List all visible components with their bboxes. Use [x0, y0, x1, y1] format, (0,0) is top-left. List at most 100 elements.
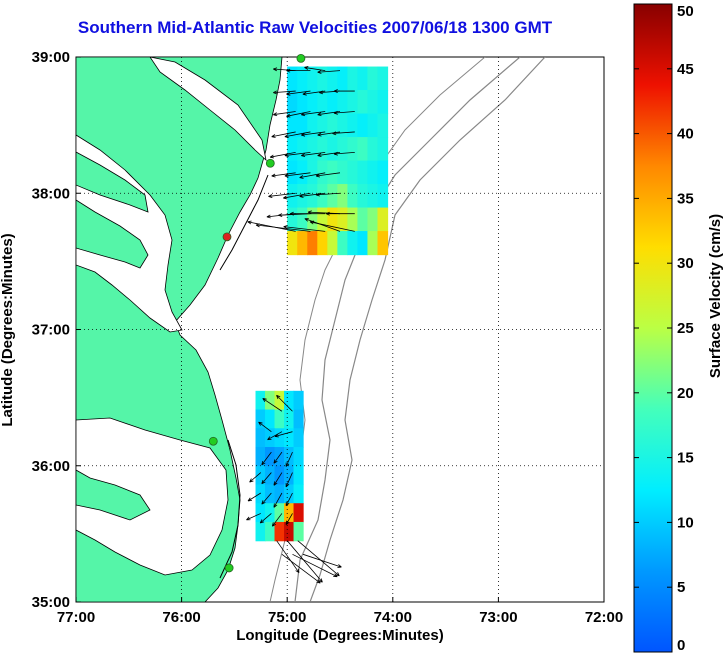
velocity-cell [337, 137, 348, 162]
velocity-cell [297, 113, 308, 138]
velocity-cell [255, 521, 266, 542]
velocity-cell [284, 390, 295, 411]
colorbar-tick-label: 20 [677, 385, 694, 402]
y-tick-label: 37:00 [32, 322, 70, 339]
velocity-cell [293, 484, 304, 504]
velocity-cell [284, 409, 295, 429]
velocity-cell [357, 137, 369, 162]
velocity-vector [332, 131, 355, 136]
velocity-vector [301, 131, 326, 137]
velocity-cell [317, 113, 328, 138]
velocity-vector [271, 513, 283, 527]
velocity-cell [317, 207, 328, 232]
velocity-cell [293, 465, 304, 486]
velocity-cell [367, 90, 379, 115]
velocity-vector [284, 151, 311, 158]
velocity-vector [304, 66, 326, 72]
station-marker [222, 232, 232, 242]
velocity-vector [286, 68, 311, 73]
colorbar-tick-label: 40 [677, 126, 694, 143]
velocity-vector [276, 540, 300, 574]
velocity-vector [289, 211, 326, 216]
velocity-vector [315, 172, 341, 178]
colorbar-tick-label: 50 [677, 3, 694, 20]
velocity-cell [327, 184, 338, 209]
velocity-vector [261, 472, 272, 485]
velocity-cell [265, 521, 276, 542]
colorbar-tick-label: 30 [677, 255, 694, 272]
velocity-cell [357, 90, 369, 115]
velocity-cell [255, 447, 266, 467]
velocity-cell [307, 160, 318, 185]
velocity-vector [246, 513, 261, 521]
bathymetry-contour [294, 57, 521, 602]
x-tick-label: 72:00 [585, 609, 623, 626]
velocity-cell [317, 231, 328, 256]
velocity-cell [274, 390, 285, 411]
velocity-cell [347, 137, 359, 162]
chart-title: Southern Mid-Atlantic Raw Velocities 200… [77, 18, 553, 37]
velocity-cell [284, 465, 295, 486]
colorbar-tick-label: 35 [677, 190, 694, 207]
velocity-cell [307, 66, 318, 91]
colorbar-ticks: 0 5 10 15 20 25 30 35 40 45 50 [634, 3, 694, 654]
velocity-cell [284, 447, 295, 467]
velocity-cell [377, 184, 389, 209]
velocity-vector [271, 172, 296, 178]
velocity-cell [255, 428, 266, 448]
y-tick-label: 35:00 [32, 594, 70, 611]
velocity-vector [284, 172, 311, 178]
velocity-cell [293, 447, 304, 467]
radar-stations [208, 53, 306, 573]
velocity-cell [265, 465, 276, 486]
x-tick-label: 74:00 [374, 609, 412, 626]
colorbar-tick-label: 5 [677, 579, 685, 596]
grid [76, 57, 604, 602]
velocity-vector [261, 492, 272, 505]
velocity-cell [293, 428, 304, 448]
velocity-vector [281, 553, 321, 584]
velocity-cell [337, 207, 348, 232]
velocity-field [255, 66, 389, 542]
velocity-cell [297, 90, 308, 115]
delaware-bay [149, 57, 267, 162]
velocity-cell [337, 231, 348, 256]
velocity-cell [327, 160, 338, 185]
velocity-cell [274, 465, 285, 486]
x-axis-label: Longitude (Degrees:Minutes) [236, 627, 444, 644]
velocity-cell [307, 137, 318, 162]
velocity-cell [327, 66, 338, 91]
velocity-cell [317, 66, 328, 91]
velocity-vector [301, 111, 326, 117]
velocity-vector [249, 472, 262, 483]
velocity-cell [357, 184, 369, 209]
velocity-cell [327, 90, 338, 115]
pamlico-sound [76, 417, 229, 576]
velocity-cell [287, 231, 298, 256]
velocity-cell [293, 521, 304, 542]
velocity-cell [287, 90, 298, 115]
velocity-cell [377, 113, 389, 138]
velocity-cell [367, 160, 379, 185]
velocity-cell [377, 90, 389, 115]
velocity-cell [367, 207, 379, 232]
station-marker [265, 158, 275, 168]
x-tick-label: 76:00 [162, 609, 200, 626]
velocity-vector [255, 223, 311, 232]
velocity-cell [337, 90, 348, 115]
velocity-vector [273, 472, 283, 486]
velocity-vector [301, 151, 326, 158]
velocity-cell [284, 503, 295, 523]
velocity-cell [317, 137, 328, 162]
velocity-cell [255, 503, 266, 523]
bathymetry-contour [309, 57, 546, 602]
velocity-vector [276, 394, 293, 412]
velocity-cell [327, 137, 338, 162]
colorbar-tick-label: 10 [677, 514, 694, 531]
station-marker [224, 563, 234, 573]
velocity-cell [287, 113, 298, 138]
colorbar-tick-label: 0 [677, 637, 685, 654]
velocity-cell [287, 66, 298, 91]
velocity-cell [347, 113, 359, 138]
